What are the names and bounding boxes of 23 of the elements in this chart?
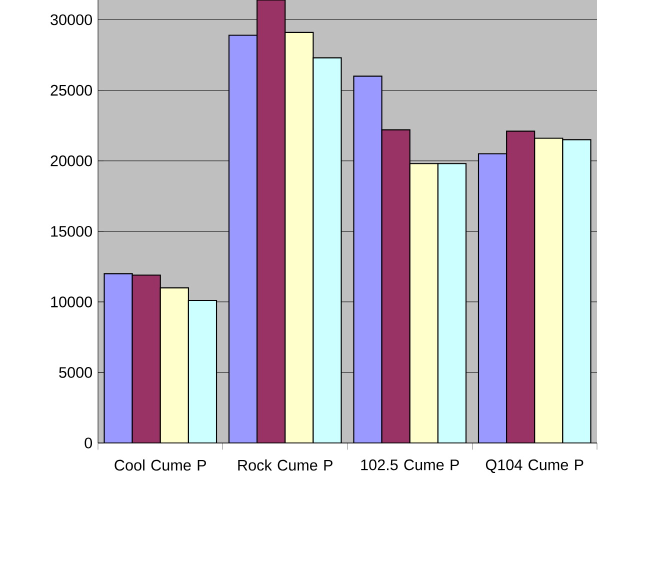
y-tick-label: 0: [84, 438, 92, 448]
bar: [534, 138, 564, 443]
x-tick-label: 102.5 Cume P: [361, 459, 459, 470]
bar: [478, 153, 508, 443]
bar: [188, 300, 217, 443]
bar: [354, 76, 382, 443]
bar: [438, 164, 466, 443]
bar: [229, 35, 258, 443]
y-tick-label: 20000: [50, 155, 92, 166]
x-tick-label: Q104 Cume P: [486, 459, 584, 474]
x-tick-label: Cool Cume P: [114, 459, 206, 471]
bar: [160, 288, 188, 443]
y-tick-label: 15000: [51, 226, 92, 237]
x-tick-label: Rock Cume P: [238, 459, 332, 471]
y-tick-label: 10000: [51, 296, 92, 308]
bar: [104, 274, 132, 443]
bar: [562, 139, 592, 443]
bar: [410, 164, 438, 443]
bar: [313, 58, 342, 443]
y-tick-label: 30000: [50, 14, 92, 26]
y-tick-label: 5000: [59, 367, 92, 378]
y-tick-label: 25000: [50, 84, 92, 96]
bar: [285, 32, 314, 443]
